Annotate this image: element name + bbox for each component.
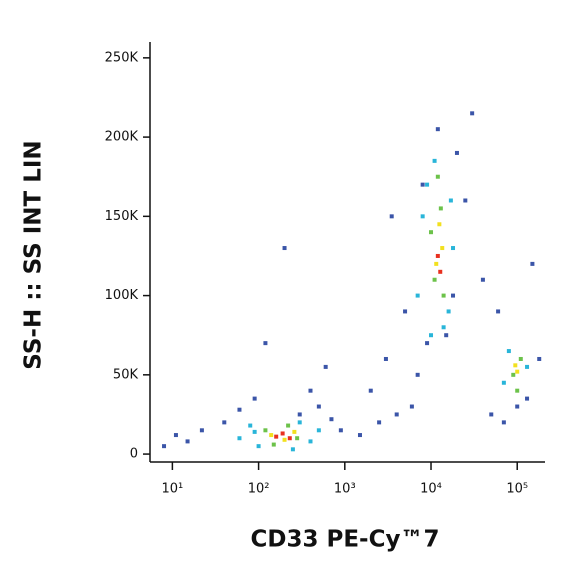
- point: [501, 420, 506, 425]
- point: [297, 420, 302, 425]
- point: [222, 420, 227, 425]
- point: [308, 388, 313, 393]
- point: [437, 222, 442, 227]
- point: [480, 277, 485, 282]
- point: [271, 442, 276, 447]
- point: [441, 293, 446, 298]
- point: [454, 150, 459, 155]
- point: [515, 404, 520, 409]
- point: [280, 431, 285, 436]
- point: [263, 341, 268, 346]
- point: [357, 433, 362, 438]
- point: [256, 444, 261, 449]
- point: [329, 417, 334, 422]
- point: [415, 293, 420, 298]
- point: [252, 396, 257, 401]
- point: [513, 363, 518, 368]
- point: [420, 182, 425, 187]
- point: [511, 372, 516, 377]
- point: [415, 372, 420, 377]
- point: [316, 404, 321, 409]
- point: [429, 333, 434, 338]
- y-tick-label: 150K: [105, 209, 139, 224]
- point: [263, 428, 268, 433]
- x-tick-label: 10⁴: [420, 482, 442, 497]
- point: [435, 174, 440, 179]
- y-axis-label: SS-H :: SS INT LIN: [21, 140, 47, 369]
- point: [518, 356, 523, 361]
- point: [435, 253, 440, 258]
- point: [237, 436, 242, 441]
- x-tick-label: 10²: [248, 482, 270, 497]
- point: [292, 429, 297, 434]
- point: [448, 198, 453, 203]
- point: [525, 364, 530, 369]
- point: [409, 404, 414, 409]
- point: [470, 111, 475, 116]
- point: [173, 433, 178, 438]
- x-tick-label: 10⁵: [506, 482, 528, 497]
- point: [506, 349, 511, 354]
- point: [441, 325, 446, 330]
- point: [269, 433, 274, 438]
- point: [248, 423, 253, 428]
- point: [515, 369, 520, 374]
- point: [282, 246, 287, 251]
- point: [297, 412, 302, 417]
- point: [162, 444, 167, 449]
- point: [451, 246, 456, 251]
- point: [389, 214, 394, 219]
- point: [308, 439, 313, 444]
- point: [530, 261, 535, 266]
- y-tick-label: 50K: [113, 367, 139, 382]
- point: [420, 214, 425, 219]
- point: [199, 428, 204, 433]
- point: [295, 436, 300, 441]
- point: [323, 364, 328, 369]
- y-tick-label: 0: [130, 447, 138, 462]
- point: [237, 407, 242, 412]
- point: [282, 437, 287, 442]
- point: [394, 412, 399, 417]
- x-tick-label: 10³: [334, 482, 356, 497]
- x-tick-label: 10¹: [162, 482, 184, 497]
- point: [463, 198, 468, 203]
- y-tick-label: 100K: [105, 288, 139, 303]
- point: [435, 127, 440, 132]
- point: [489, 412, 494, 417]
- y-tick-label: 200K: [105, 130, 139, 145]
- point: [438, 206, 443, 211]
- point: [496, 309, 501, 314]
- point: [451, 293, 456, 298]
- point: [444, 333, 449, 338]
- x-axis-label: CD33 PE-Cy™7: [251, 527, 440, 553]
- point: [287, 436, 292, 441]
- point: [286, 423, 291, 428]
- point: [432, 277, 437, 282]
- point: [515, 388, 520, 393]
- point: [440, 246, 445, 251]
- point: [425, 341, 430, 346]
- point: [446, 309, 451, 314]
- point: [274, 434, 279, 439]
- point: [377, 420, 382, 425]
- point: [185, 439, 190, 444]
- point: [368, 388, 373, 393]
- point: [525, 396, 530, 401]
- point: [429, 230, 434, 235]
- point: [290, 447, 295, 452]
- point: [501, 380, 506, 385]
- point: [338, 428, 343, 433]
- point: [403, 309, 408, 314]
- point: [432, 158, 437, 163]
- point: [425, 182, 430, 187]
- point: [537, 356, 542, 361]
- point: [252, 429, 257, 434]
- point: [316, 428, 321, 433]
- point: [383, 356, 388, 361]
- y-tick-label: 250K: [105, 50, 139, 65]
- point: [438, 269, 443, 274]
- point: [434, 261, 439, 266]
